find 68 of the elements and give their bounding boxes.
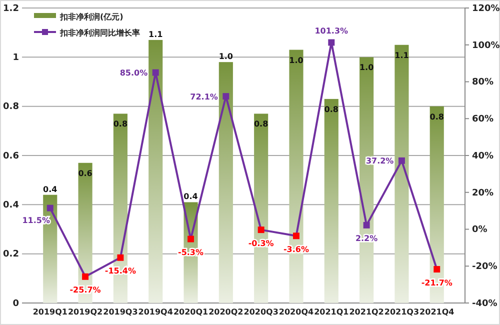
data-label: 0.8 [430,112,444,122]
y2-tick-label: 80% [472,78,494,88]
bar [324,98,338,303]
point [434,266,440,272]
bar [394,44,409,303]
x-tick-label: 2019Q4 [138,308,174,317]
y2-tick-label: 120% [472,4,500,14]
y2-tick-label: 40% [472,151,494,162]
legend-label: 扣非净利润同比增长率 [59,28,140,38]
data-label: 1.1 [394,50,410,60]
data-label: -3.6% [283,244,309,254]
data-label: 1.0 [218,52,234,62]
data-label: 0.4 [43,184,58,194]
y-tick-label: 0.4 [3,200,19,211]
y2-tick-label: 0% [472,225,488,236]
legend-label: 扣非净利润(亿元) [59,12,124,22]
point [293,232,300,240]
point [258,226,264,234]
data-label: 85.0% [120,68,148,78]
data-label: 0.4 [184,192,198,202]
data-label: 0.8 [254,120,269,129]
point [82,273,89,280]
point [188,236,194,242]
point [222,93,230,100]
y-tick-label: 0.8 [3,102,19,112]
data-label: 0.8 [324,104,339,114]
data-label: 1.0 [359,63,374,72]
y-tick-label: 1 [12,53,19,64]
point [117,254,124,261]
x-tick-label: 2021Q4 [420,308,455,317]
bar [218,62,233,303]
data-label: 72.1% [190,92,218,102]
data-label: 0.6 [78,168,93,178]
y-tick-label: 0.6 [3,151,19,162]
data-label: 2.2% [355,234,378,244]
x-tick-label: 2021Q2 [349,308,384,317]
data-label: -21.7% [421,278,452,288]
x-tick-label: 2019Q1 [32,308,68,317]
bar [148,40,163,303]
y-tick-label: 0 [12,298,19,309]
x-tick-label: 2021Q3 [384,308,420,317]
y2-tick-label: 60% [472,114,494,125]
data-label: 1.0 [289,56,304,65]
x-tick-label: 2021Q1 [314,308,350,317]
point [152,69,159,76]
x-tick-label: 2020Q1 [173,308,209,317]
x-tick-label: 2019Q2 [68,308,103,317]
x-tick-label: 2020Q4 [278,308,314,317]
data-label: -5.3% [178,248,204,258]
point [46,204,54,212]
point [328,39,335,46]
x-tick-label: 2020Q2 [208,308,244,317]
x-tick-label: 2020Q3 [244,308,278,317]
x-tick-label: 2019Q3 [103,308,138,317]
point [363,222,370,228]
data-label: -0.3% [248,238,274,248]
y2-tick-label: 20% [472,188,494,198]
data-label: 1.1 [148,30,164,39]
y2-tick-label: -20% [472,262,498,272]
data-label: -15.4% [104,266,136,276]
y2-tick-label: -40% [472,298,498,309]
data-label: 0.8 [113,120,128,129]
data-label: 101.3% [314,26,348,36]
y-tick-label: 1.2 [3,4,19,14]
data-label: -25.7% [70,286,101,295]
point [398,157,405,164]
y2-tick-label: 100% [472,40,500,51]
y-tick-label: 0.2 [3,250,19,260]
